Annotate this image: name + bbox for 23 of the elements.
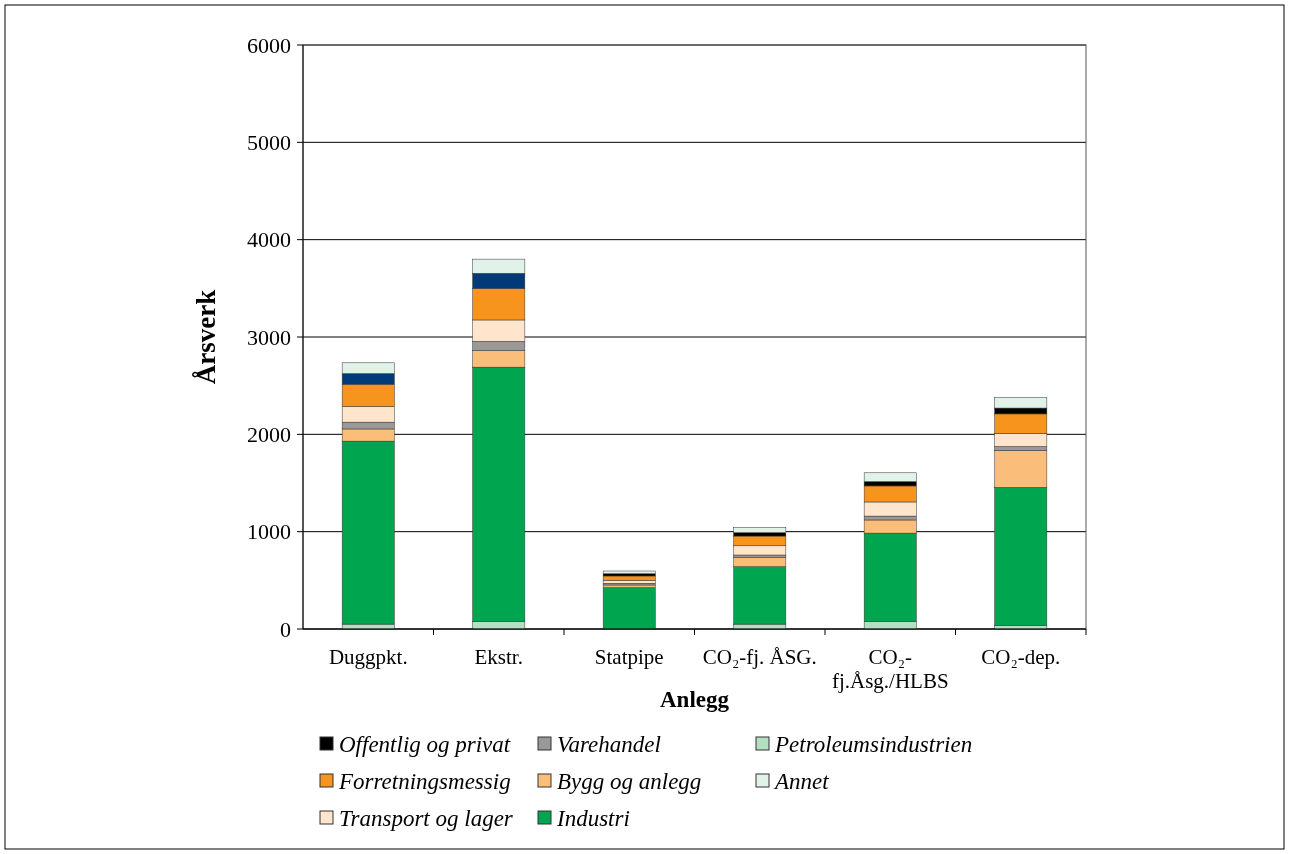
legend-label: Forretningsmessig xyxy=(338,769,511,795)
x-tick-label: Statpipe xyxy=(594,645,664,669)
legend-label: Varehandel xyxy=(557,732,661,758)
y-tick-label: 5000 xyxy=(247,130,291,156)
y-tick-label: 2000 xyxy=(247,422,291,448)
legend-label: Bygg og anlegg xyxy=(557,769,702,795)
x-tick-label: Ekstr. xyxy=(474,645,523,669)
y-tick-label: 4000 xyxy=(247,227,291,253)
legend-label: Industri xyxy=(556,806,630,832)
y-tick-label: 6000 xyxy=(247,32,291,58)
x-tick-label: CO₂-fj. ÅSG. xyxy=(702,645,817,669)
x-tick-label: Duggpkt. xyxy=(328,645,408,669)
x-tick-label: CO₂-dep. xyxy=(981,645,1061,669)
legend-label: Petroleumsindustrien xyxy=(774,732,973,758)
x-tick-label: CO₂-fj.Åsg./HLBS xyxy=(831,645,949,693)
legend-label: Annet xyxy=(773,769,830,795)
y-tick-label: 1000 xyxy=(247,519,291,545)
x-axis-title: Anlegg xyxy=(660,687,730,712)
legend-label: Transport og lager xyxy=(339,806,514,832)
y-tick-label: 0 xyxy=(280,616,291,642)
y-axis-title: Årsverk xyxy=(191,289,221,385)
legend-label: Offentlig og privat xyxy=(339,732,511,758)
y-tick-label: 3000 xyxy=(247,324,291,350)
